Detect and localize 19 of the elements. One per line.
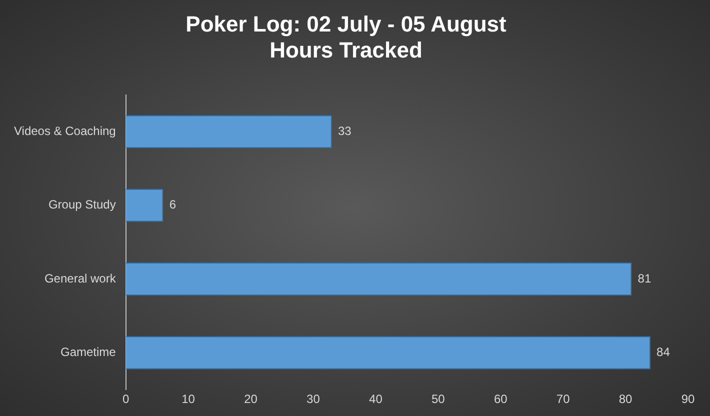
- y-tick-label: Group Study: [48, 198, 116, 212]
- data-label: 6: [169, 198, 176, 212]
- x-tick-label: 30: [306, 392, 320, 406]
- x-tick-label: 40: [369, 392, 383, 406]
- x-tick-label: 50: [431, 392, 446, 406]
- x-tick-label: 0: [122, 392, 130, 406]
- data-label: 33: [338, 124, 352, 138]
- x-tick-label: 20: [244, 392, 258, 406]
- x-tick-label: 70: [556, 392, 570, 406]
- x-tick-label: 60: [494, 392, 508, 406]
- y-tick-label: Videos & Coaching: [14, 124, 116, 138]
- y-tick-label: General work: [44, 271, 117, 286]
- x-tick-label: 90: [681, 392, 695, 406]
- data-label: 81: [638, 271, 652, 286]
- x-tick-label: 10: [182, 392, 196, 406]
- y-tick-label: Gametime: [60, 345, 116, 360]
- x-tick-label: 80: [618, 392, 633, 406]
- data-label: 84: [656, 345, 670, 360]
- chart-title: Poker Log: 02 July - 05 August Hours Tracked: [186, 11, 508, 63]
